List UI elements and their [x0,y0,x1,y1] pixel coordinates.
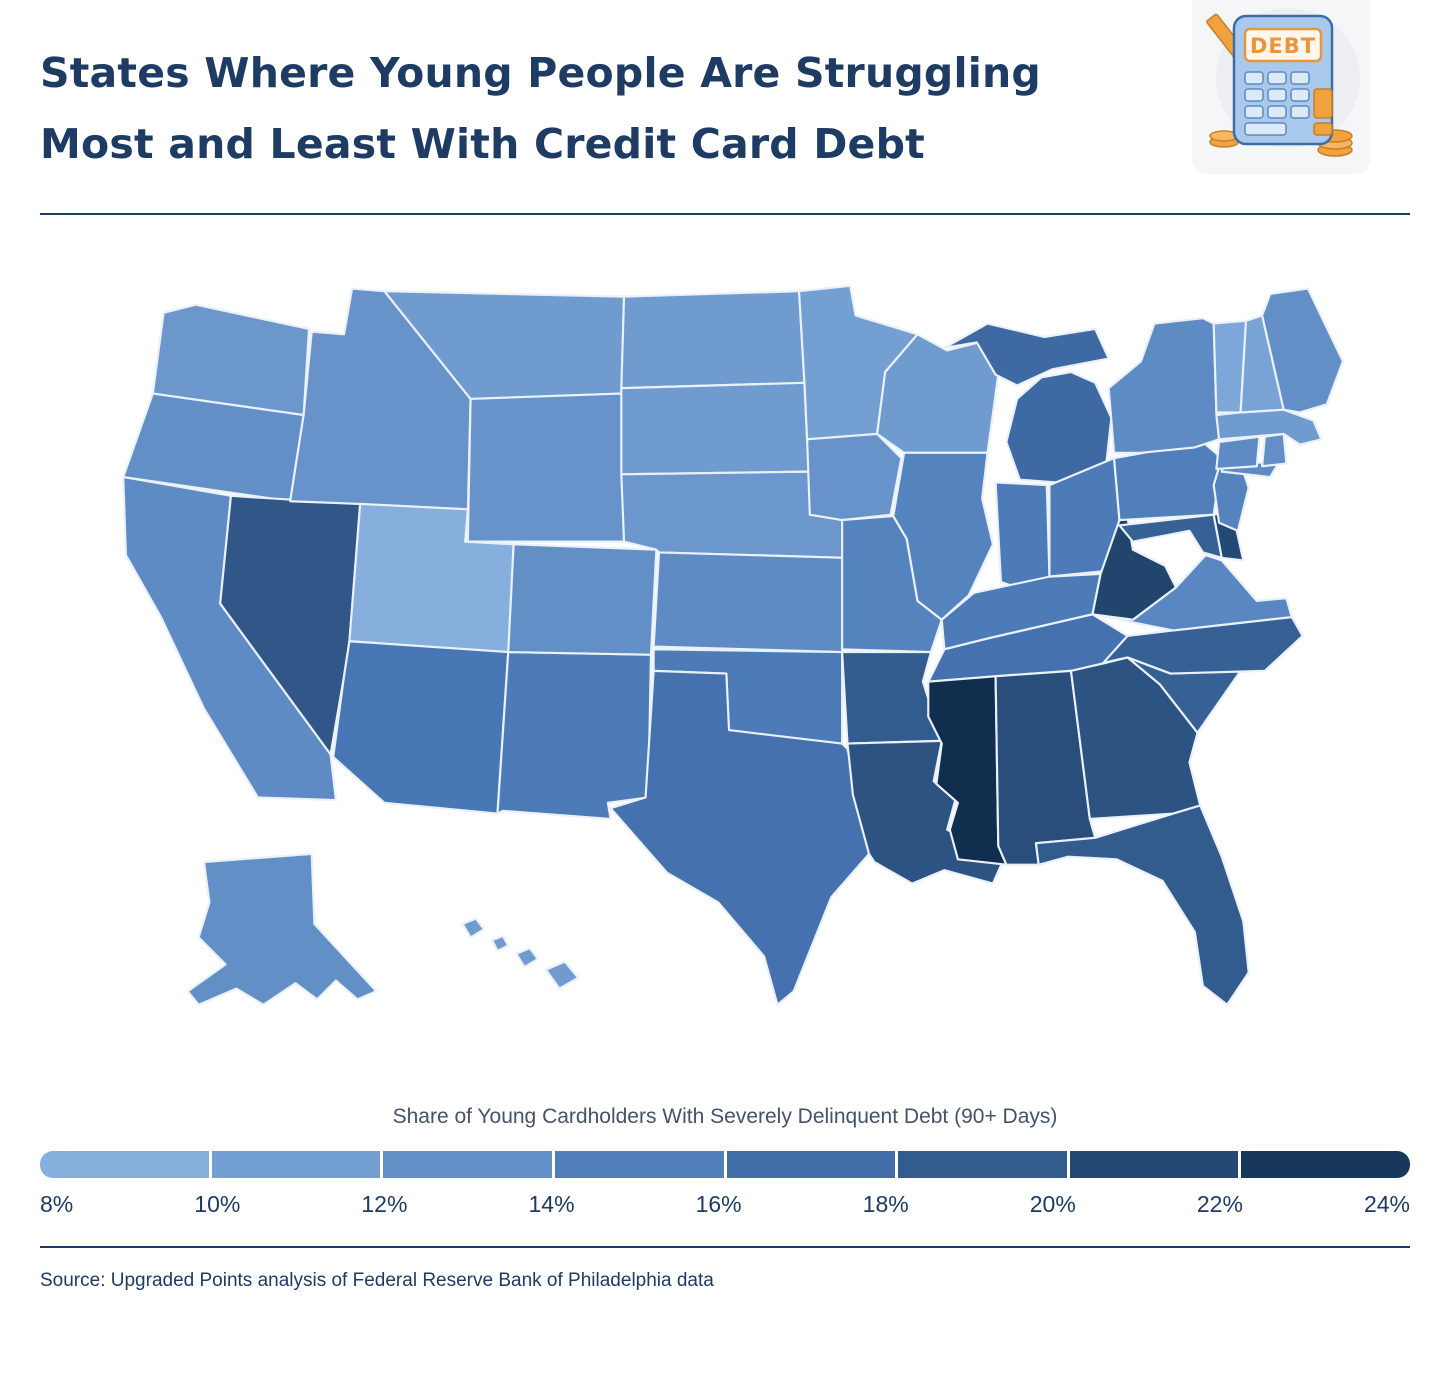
state-ar[interactable]: Arkansas: 19% [841,650,943,745]
state-nm[interactable]: New Mexico: 15.5% [496,650,653,821]
divider-top [40,213,1410,216]
page-title: States Where Young People Are Struggling… [40,38,1170,179]
legend-segment [40,1150,209,1178]
source-attribution: Source: Upgraded Points analysis of Fede… [40,1269,714,1291]
state-co[interactable]: Colorado: 13% [507,543,658,656]
state-ct[interactable]: Connecticut: 13.5% [1215,435,1261,471]
legend-segment [1241,1150,1410,1178]
state-fl[interactable]: Florida: 19% [1034,804,1250,1006]
legend-segment [898,1150,1067,1178]
header: States Where Young People Are Struggling… [40,0,1410,179]
legend-tick-labels: 8% 10% 12% 14% 16% 18% 20% 22% 24% [40,1191,1410,1218]
legend-title: Share of Young Cardholders With Severely… [392,1104,1058,1128]
state-nd[interactable]: North Dakota: 11.5% [620,290,806,390]
legend-tick: 18% [862,1190,909,1217]
legend-segment [1069,1150,1239,1178]
state-nc[interactable]: North Carolina: 18.5% [1102,615,1304,675]
us-choropleth-map: Washington: 12%Oregon: 13%California: 13… [122,284,1344,1006]
debt-calculator-icon: DEBT [1206,8,1360,157]
state-me[interactable]: Maine: 13% [1261,287,1344,414]
legend-segment [211,1150,381,1178]
debt-label: DEBT [1250,34,1316,58]
state-ks[interactable]: Kansas: 13.5% [652,551,846,654]
legend-tick: 24% [1363,1190,1410,1217]
legend-tick: 22% [1196,1190,1243,1217]
page-title-line-1: States Where Young People Are Struggling [40,49,1041,97]
page-title-line-2: Most and Least With Credit Card Debt [40,119,925,168]
divider-bottom [40,1245,1410,1248]
legend-segment [726,1150,896,1178]
legend-tick: 8% [40,1190,74,1217]
debt-calculator-illustration: DEBT [1192,0,1370,174]
legend-color-bar [40,1150,1410,1178]
state-tx[interactable]: Texas: 16.5% [609,669,871,1006]
state-az[interactable]: Arizona: 16% [332,640,510,815]
legend-tick: 20% [1029,1190,1076,1217]
state-sd[interactable]: South Dakota: 11.5% [620,381,811,476]
state-wy[interactable]: Wyoming: 12.5% [466,392,626,543]
state-ia[interactable]: Iowa: 12.5% [806,432,903,522]
calculator-icon: DEBT [1232,14,1334,146]
state-ak[interactable]: Alaska: 13% [186,852,378,1006]
us-map-container: Washington: 12%Oregon: 13%California: 13… [99,267,1351,1021]
legend-tick: 10% [194,1190,241,1217]
legend-tick: 16% [695,1190,742,1217]
state-ri[interactable]: Rhode Island: 13% [1261,432,1288,468]
state-hi[interactable]: Hawaii: 11.5% [461,917,580,990]
legend-tick: 12% [361,1190,408,1217]
state-wa[interactable]: Washington: 12% [151,303,311,417]
legend-segment [554,1150,724,1178]
legend-tick: 14% [528,1190,575,1217]
legend-segment [383,1150,552,1178]
state-mi[interactable]: Michigan: 17.5% [943,322,1113,487]
state-in[interactable]: Indiana: 15.5% [994,481,1051,592]
